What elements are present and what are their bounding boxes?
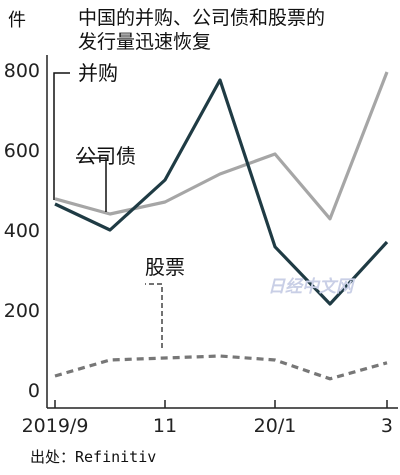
x-ticks: 2019/9 11 20/1 3	[22, 400, 393, 437]
y-axis-unit: 件	[8, 10, 26, 31]
series-label-stock: 股票	[145, 255, 185, 279]
x-tick-label: 3	[381, 415, 393, 437]
leader-line-stock	[145, 283, 163, 348]
series-line-merger	[54, 78, 389, 306]
series-label-merger-group: 并购	[53, 61, 118, 200]
leader-line-merger	[53, 72, 70, 200]
series-label-bond: 公司债	[76, 144, 136, 168]
x-tick-label: 2019/9	[22, 415, 89, 437]
y-tick-label: 0	[28, 380, 40, 402]
y-ticks: 0 200 400 600 800	[4, 60, 40, 402]
series-label-stock-group: 股票	[145, 255, 185, 348]
y-tick-label: 600	[4, 140, 40, 162]
chart-title-line-2: 发行量迅速恢复	[78, 31, 211, 53]
watermark: 日经中文网	[268, 277, 356, 297]
y-tick-label: 400	[4, 220, 40, 242]
x-tick-label: 20/1	[254, 415, 297, 437]
y-tick-label: 800	[4, 60, 40, 82]
series-line-stock	[54, 354, 388, 381]
y-tick-label: 200	[4, 300, 40, 322]
x-tick-label: 11	[153, 415, 177, 437]
chart-title-line-1: 中国的并购、公司债和股票的	[78, 7, 325, 29]
source-note: 出处：Refinitiv	[30, 448, 156, 466]
leader-line-bond	[76, 157, 107, 212]
series-lines	[54, 71, 389, 381]
series-label-bond-group: 公司债	[76, 144, 136, 212]
series-label-merger: 并购	[78, 61, 118, 85]
